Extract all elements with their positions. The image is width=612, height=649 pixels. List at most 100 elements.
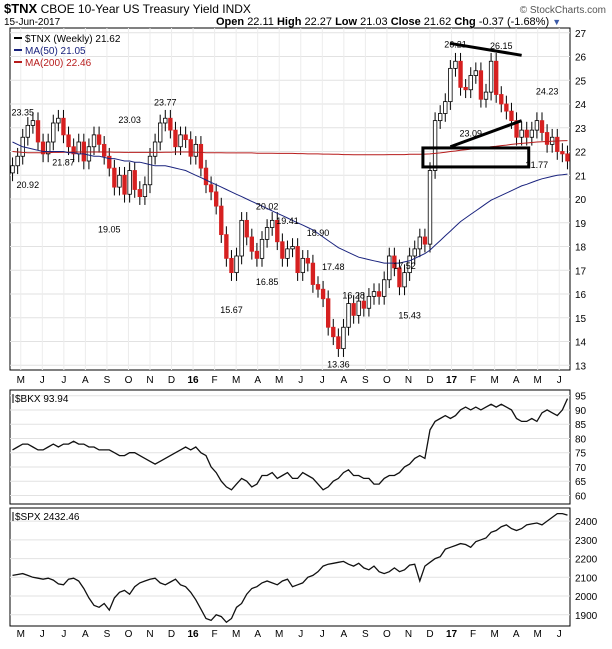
xtick-label: N [405, 629, 412, 640]
candle-up [483, 91, 489, 100]
main-ytick-label: 20 [575, 195, 587, 206]
xtick-label: D [168, 375, 175, 386]
candle-down [325, 298, 331, 328]
xtick-label: D [426, 629, 433, 640]
main-ytick-label: 13 [575, 361, 587, 372]
price-annotation: 17.48 [322, 262, 345, 272]
candle-up [427, 170, 433, 245]
bkx-ytick-label: 65 [575, 477, 587, 488]
candle-up [86, 146, 92, 162]
main-ytick-label: 18 [575, 243, 587, 254]
candle-up [56, 117, 61, 124]
open-value: 22.11 [247, 16, 274, 28]
candle-down [35, 120, 41, 143]
candle-up [46, 141, 51, 155]
spx-ytick-label: 2000 [575, 592, 598, 603]
candle-down [132, 170, 137, 190]
copyright: © StockCharts.com [519, 5, 606, 16]
spx-ytick-label: 1900 [575, 611, 598, 622]
candle-down [208, 184, 214, 193]
candle-up [234, 255, 239, 274]
candle-down [224, 234, 229, 259]
xtick-label: 16 [188, 375, 200, 386]
price-annotation: 16.28 [342, 290, 365, 300]
price-annotation: 24.23 [536, 87, 559, 97]
candle-up [412, 248, 417, 257]
candle-up [448, 67, 453, 103]
candle-down [295, 246, 300, 274]
price-annotation: 23.03 [118, 115, 141, 125]
xtick-label: M [232, 629, 240, 640]
bkx-frame [9, 389, 571, 505]
price-annotation: 21.77 [526, 160, 549, 170]
xtick-label: 16 [188, 629, 200, 640]
price-annotation: 13.36 [327, 360, 350, 370]
price-annotation: 21.87 [52, 158, 75, 168]
candle-down [392, 255, 397, 269]
price-annotation: 19.05 [98, 225, 121, 235]
spx-line [12, 512, 568, 624]
candle-up [341, 326, 346, 350]
candle-up [402, 272, 407, 288]
candle-up [381, 279, 387, 297]
candle-up [529, 129, 535, 138]
xtick-label: A [254, 375, 261, 386]
candle-down [499, 94, 504, 105]
candle-up [371, 291, 377, 297]
candle-up [147, 155, 153, 186]
main-ytick-label: 27 [575, 29, 587, 40]
candle-down [504, 103, 509, 112]
candle-up [269, 219, 275, 228]
xtick-label: S [362, 375, 369, 386]
bkx-legend-label: $BKX 93.94 [15, 394, 69, 405]
main-ytick-label: 23 [575, 124, 587, 135]
candle-up [10, 165, 15, 174]
date-axis-top: M J J A S O N D 16 F M A M J J A S O N D 17 F M A M J [17, 375, 562, 386]
candle-up [519, 129, 524, 138]
close-value: 21.62 [423, 16, 452, 28]
candle-up [346, 303, 351, 328]
chg-label: Chg [454, 16, 476, 28]
candle-down [40, 141, 46, 155]
main-ytick-label: 14 [575, 338, 587, 349]
xtick-label: N [405, 375, 412, 386]
main-ytick-label: 22 [575, 148, 587, 159]
xtick-label: J [61, 375, 66, 386]
xtick-label: D [426, 375, 433, 386]
main-ytick-label: 26 [575, 53, 587, 64]
candle-down [376, 291, 382, 297]
xtick-label: A [513, 629, 520, 640]
candle-down [183, 134, 188, 141]
support-box [421, 146, 531, 169]
candle-down [102, 143, 107, 157]
bkx-ytick-label: 80 [575, 434, 587, 445]
xtick-label: N [146, 375, 153, 386]
xtick-label: M [534, 375, 542, 386]
low-label: Low [335, 16, 358, 28]
candle-down [331, 326, 336, 338]
candle-up [356, 300, 361, 316]
xtick-label: M [17, 375, 25, 386]
ma50-line [12, 141, 568, 264]
xtick-label: O [125, 629, 133, 640]
xtick-label: A [254, 629, 261, 640]
candle-down [397, 267, 402, 288]
legend-label: $TNX (Weekly) 21.62 [25, 34, 121, 45]
candle-up [432, 120, 438, 171]
xtick-label: J [298, 375, 303, 386]
exchange: INDX [222, 2, 251, 16]
xtick-label: M [17, 629, 25, 640]
candle-up [300, 257, 305, 274]
bkx-ytick-label: 70 [575, 463, 587, 474]
xtick-label: 17 [446, 629, 458, 640]
price-annotation: 23.77 [154, 97, 177, 107]
candle-down [560, 151, 565, 155]
candle-down [361, 300, 367, 309]
price-annotation: 23.35 [11, 107, 34, 117]
candle-down [493, 60, 499, 95]
dropdown-triangle-icon[interactable]: ▼ [552, 17, 562, 27]
candle-down [422, 236, 428, 245]
main-ytick-label: 16 [575, 290, 587, 301]
xtick-label: J [40, 629, 45, 640]
candle-up [417, 236, 423, 250]
